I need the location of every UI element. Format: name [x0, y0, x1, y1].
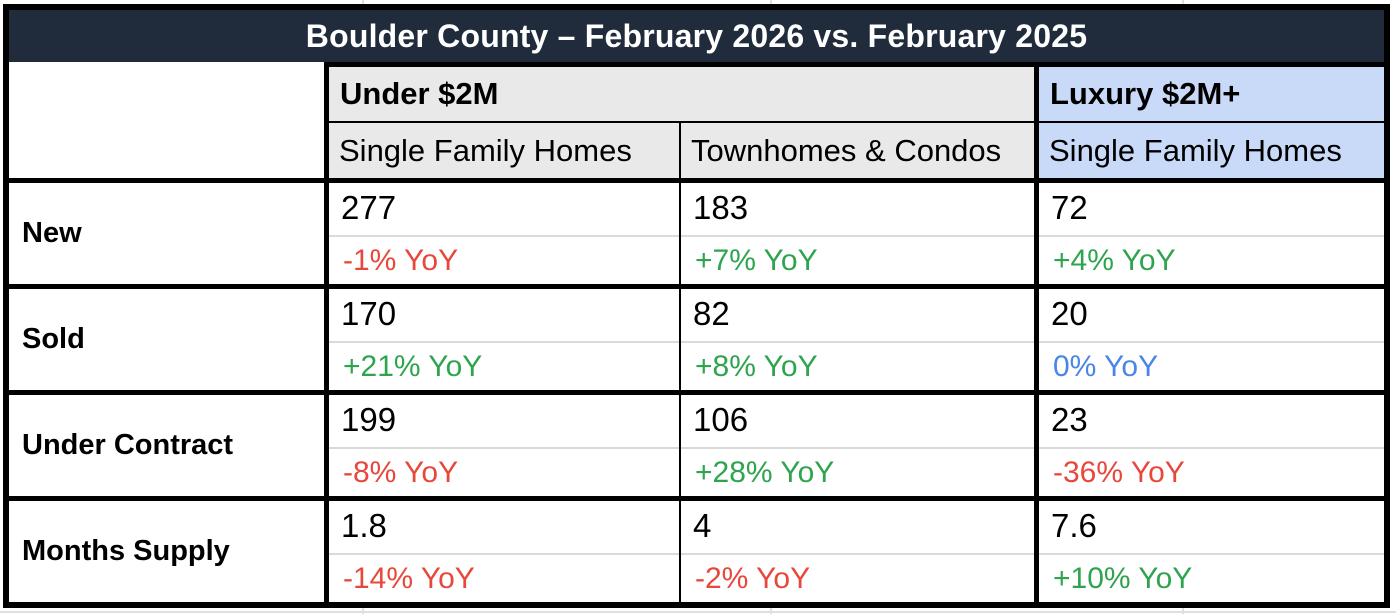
- data-cell: 72 +4% YoY: [1039, 178, 1384, 284]
- data-cell: 183 +7% YoY: [681, 178, 1039, 284]
- cell-value: 277: [329, 183, 679, 237]
- spreadsheet-gridline: [362, 608, 364, 614]
- cell-yoy: +8% YoY: [695, 350, 818, 383]
- cell-value: 199: [329, 395, 679, 449]
- cell-yoy: +7% YoY: [695, 244, 818, 277]
- cell-value: 183: [681, 183, 1034, 237]
- cell-yoy: -1% YoY: [343, 244, 459, 277]
- cell-value: 82: [681, 289, 1034, 343]
- cell-yoy: -14% YoY: [343, 562, 475, 595]
- table-title: Boulder County – February 2026 vs. Febru…: [9, 10, 1384, 62]
- data-cell: 82 +8% YoY: [681, 284, 1039, 390]
- cell-value: 1.8: [329, 501, 679, 555]
- spreadsheet-gridline: [1182, 0, 1184, 4]
- spreadsheet-gridline: [770, 0, 772, 4]
- row-label-header-cell: [9, 62, 329, 178]
- cell-yoy: -36% YoY: [1053, 456, 1185, 489]
- data-cell: 7.6 +10% YoY: [1039, 496, 1384, 602]
- data-cell: 4 -2% YoY: [681, 496, 1039, 602]
- cell-yoy: -2% YoY: [695, 562, 811, 595]
- spreadsheet-gridline: [0, 611, 1396, 613]
- column-group-under-2m: Under $2M: [329, 62, 1039, 121]
- cell-yoy: -8% YoY: [343, 456, 459, 489]
- spreadsheet-gridline: [770, 608, 772, 614]
- data-cell: 199 -8% YoY: [329, 390, 681, 496]
- cell-yoy: +28% YoY: [695, 456, 835, 489]
- column-group-luxury-2m-plus: Luxury $2M+: [1039, 62, 1384, 121]
- spreadsheet-gridline: [1182, 608, 1184, 614]
- cell-value: 170: [329, 289, 679, 343]
- cell-value: 23: [1039, 395, 1384, 449]
- column-header-townhomes-condos: Townhomes & Condos: [681, 121, 1039, 178]
- row-label-under-contract: Under Contract: [9, 390, 329, 496]
- table-grid: Under $2M Luxury $2M+ Single Family Home…: [9, 62, 1384, 602]
- cell-yoy: 0% YoY: [1053, 350, 1159, 383]
- stats-table: Boulder County – February 2026 vs. Febru…: [3, 4, 1390, 608]
- data-cell: 1.8 -14% YoY: [329, 496, 681, 602]
- data-cell: 20 0% YoY: [1039, 284, 1384, 390]
- row-label-new: New: [9, 178, 329, 284]
- data-cell: 106 +28% YoY: [681, 390, 1039, 496]
- cell-value: 7.6: [1039, 501, 1384, 555]
- row-label-months-supply: Months Supply: [9, 496, 329, 602]
- spreadsheet-gridline: [362, 0, 364, 4]
- row-label-sold: Sold: [9, 284, 329, 390]
- cell-value: 72: [1039, 183, 1384, 237]
- column-header-sfh-under-2m: Single Family Homes: [329, 121, 681, 178]
- cell-yoy: +21% YoY: [343, 350, 483, 383]
- data-cell: 170 +21% YoY: [329, 284, 681, 390]
- cell-value: 20: [1039, 289, 1384, 343]
- cell-value: 106: [681, 395, 1034, 449]
- data-cell: 23 -36% YoY: [1039, 390, 1384, 496]
- data-cell: 277 -1% YoY: [329, 178, 681, 284]
- cell-yoy: +4% YoY: [1053, 244, 1176, 277]
- cell-value: 4: [681, 501, 1034, 555]
- column-header-sfh-luxury: Single Family Homes: [1039, 121, 1384, 178]
- cell-yoy: +10% YoY: [1053, 562, 1193, 595]
